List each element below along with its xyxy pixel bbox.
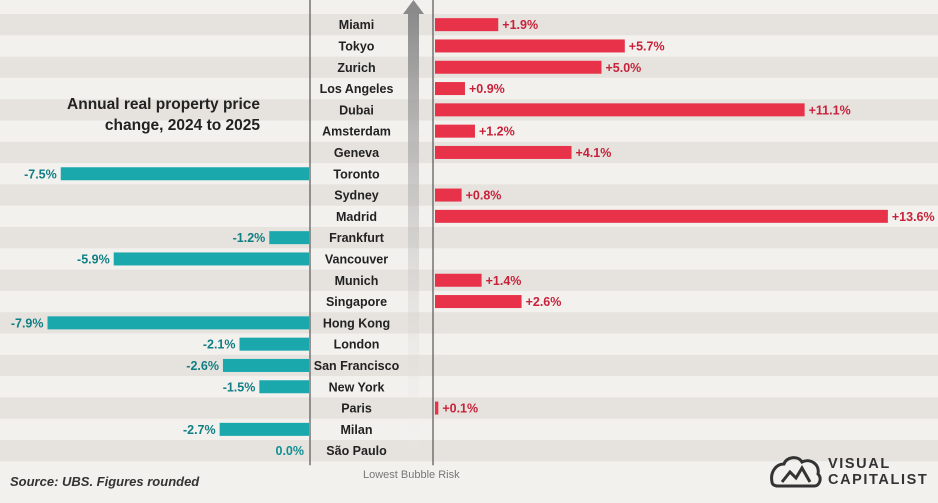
category-label-london: London	[334, 338, 380, 352]
value-label-vancouver: -5.9%	[77, 252, 110, 266]
brand-logo: VISUAL CAPITALIST	[768, 452, 928, 492]
source-note: Source: UBS. Figures rounded	[10, 474, 200, 489]
bar-los-angeles	[435, 82, 465, 96]
value-label-paris: +0.1%	[442, 402, 478, 416]
value-label-milan: -2.7%	[183, 423, 216, 437]
bar-madrid	[435, 209, 888, 223]
chart-title-line1: Annual real property price	[67, 96, 260, 113]
brand-line1: VISUAL	[828, 456, 891, 472]
value-label-amsterdam: +1.2%	[479, 125, 515, 139]
category-label-geneva: Geneva	[334, 146, 380, 160]
risk-arrow-shaft	[408, 12, 419, 464]
row-band	[0, 227, 938, 249]
axis-bottom-label: Lowest Bubble Risk	[363, 469, 460, 481]
bar-milan	[219, 422, 309, 436]
value-label-new-york: -1.5%	[223, 380, 256, 394]
value-label-hong-kong: -7.9%	[11, 316, 44, 330]
bar-munich	[435, 273, 482, 287]
row-band	[0, 354, 938, 377]
bar-sydney	[435, 188, 462, 202]
bar-zurich	[435, 60, 602, 74]
category-label-hong-kong: Hong Kong	[323, 316, 390, 330]
bar-singapore	[435, 295, 522, 309]
chart-title-line2: change, 2024 to 2025	[104, 117, 260, 134]
bar-london	[239, 337, 309, 351]
value-label-singapore: +2.6%	[526, 295, 562, 309]
category-label-singapore: Singapore	[326, 295, 387, 309]
bar-dubai	[435, 103, 805, 117]
category-label-san-francisco: San Francisco	[314, 359, 400, 373]
category-label-frankfurt: Frankfurt	[329, 231, 385, 245]
bar-geneva	[435, 145, 572, 159]
category-label-los-angeles: Los Angeles	[320, 82, 394, 96]
category-label-zurich: Zurich	[337, 61, 375, 75]
category-label-s-o-paulo: São Paulo	[326, 444, 387, 458]
category-label-munich: Munich	[335, 274, 379, 288]
chart-title: Annual real property price change, 2024 …	[40, 94, 260, 136]
bar-san-francisco	[222, 358, 309, 372]
bar-toronto	[60, 167, 309, 181]
category-label-paris: Paris	[341, 402, 372, 416]
bar-frankfurt	[269, 231, 309, 245]
category-label-miami: Miami	[339, 18, 374, 32]
value-label-london: -2.1%	[203, 338, 236, 352]
value-label-tokyo: +5.7%	[629, 39, 665, 53]
visual-capitalist-logo-icon	[770, 456, 822, 488]
value-label-madrid: +13.6%	[892, 210, 935, 224]
bar-tokyo	[435, 39, 625, 53]
category-label-vancouver: Vancouver	[325, 252, 388, 266]
category-label-sydney: Sydney	[334, 189, 379, 203]
value-label-dubai: +11.1%	[809, 103, 851, 117]
category-label-amsterdam: Amsterdam	[322, 125, 391, 139]
bar-paris	[435, 401, 439, 415]
risk-arrow-head-icon	[403, 0, 424, 14]
brand-line2: CAPITALIST	[828, 472, 929, 488]
value-label-los-angeles: +0.9%	[469, 82, 505, 96]
value-label-miami: +1.9%	[502, 18, 538, 32]
value-label-s-o-paulo: 0.0%	[276, 444, 305, 458]
bar-new-york	[259, 380, 309, 394]
value-label-sydney: +0.8%	[466, 189, 502, 203]
category-label-tokyo: Tokyo	[339, 39, 375, 53]
value-label-geneva: +4.1%	[576, 146, 612, 160]
bar-amsterdam	[435, 124, 475, 138]
bar-vancouver	[113, 252, 310, 266]
category-label-toronto: Toronto	[333, 167, 380, 181]
category-label-madrid: Madrid	[336, 210, 377, 224]
bar-miami	[435, 18, 499, 32]
category-label-dubai: Dubai	[339, 103, 374, 117]
category-label-new-york: New York	[329, 380, 385, 394]
brand-name: VISUAL CAPITALIST	[828, 456, 928, 488]
row-band	[0, 184, 938, 206]
value-label-toronto: -7.5%	[24, 167, 57, 181]
category-label-milan: Milan	[341, 423, 373, 437]
bar-hong-kong	[47, 316, 309, 330]
value-label-zurich: +5.0%	[606, 61, 642, 75]
row-band	[0, 440, 938, 462]
row-band	[0, 397, 938, 419]
value-label-san-francisco: -2.6%	[186, 359, 219, 373]
value-label-frankfurt: -1.2%	[233, 231, 266, 245]
value-label-munich: +1.4%	[486, 274, 522, 288]
